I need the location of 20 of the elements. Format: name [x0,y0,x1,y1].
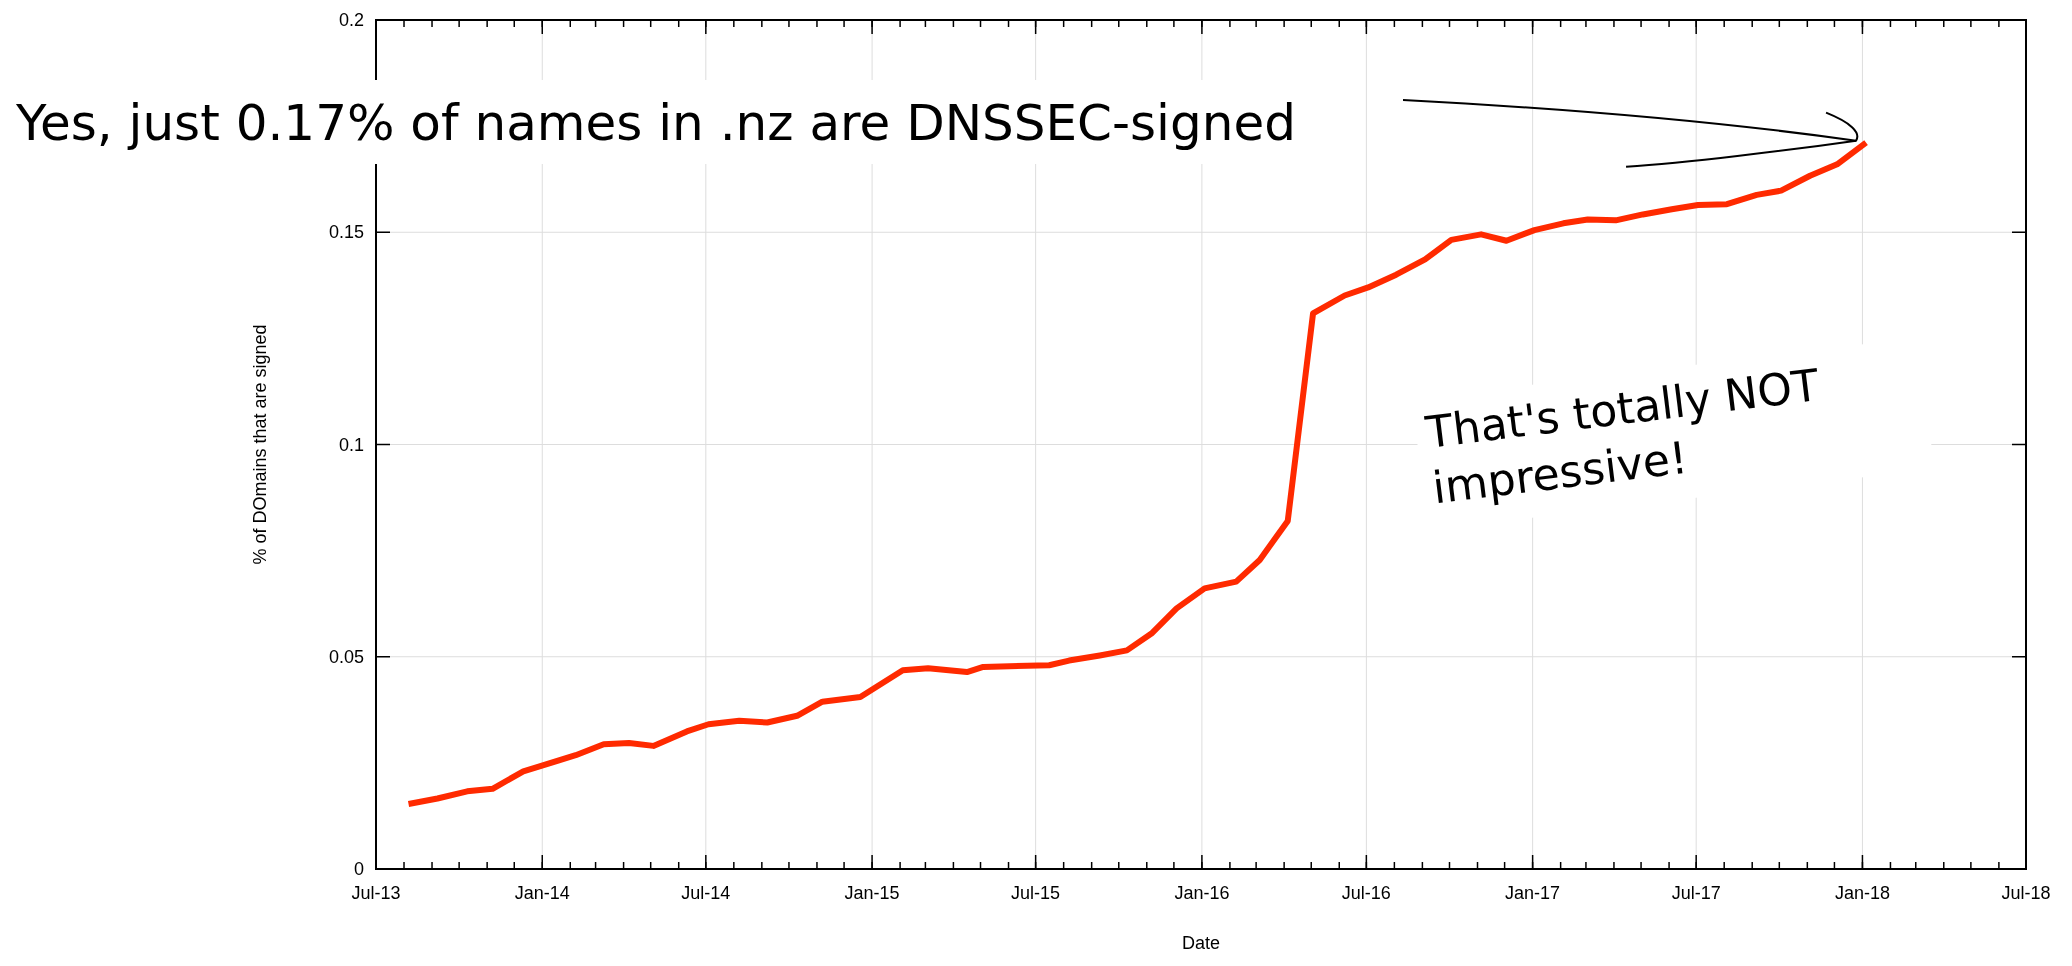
x-tick-label: Jul-17 [1671,883,1721,903]
y-tick-label: 0.15 [328,222,364,243]
y-tick-label: 0.05 [328,646,364,667]
annotation: Yes, just 0.17% of names in .nz are DNSSEC-signed [15,94,1296,152]
y-tick-label: 0.1 [338,434,364,455]
x-tick-label: Jan-14 [514,883,570,903]
x-tick-label: Jan-15 [844,883,900,903]
x-tick-label: Jul-16 [1341,883,1391,903]
y-axis-title: % of DOmains that are signed [250,324,270,565]
x-tick-label: Jan-16 [1174,883,1230,903]
annotation: That's totally NOT impressive! [1422,359,1822,514]
x-tick-label: Jul-18 [2001,883,2051,903]
y-tick-label: 0 [353,859,364,879]
x-tick-label: Jul-14 [681,883,731,903]
x-tick-label: Jul-13 [351,883,401,903]
x-tick-label: Jan-18 [1834,883,1890,903]
x-tick-label: Jan-17 [1505,883,1561,903]
x-axis-title: Date [1181,933,1221,953]
y-tick-label: 0.2 [338,10,364,30]
x-tick-label: Jul-15 [1011,883,1061,903]
